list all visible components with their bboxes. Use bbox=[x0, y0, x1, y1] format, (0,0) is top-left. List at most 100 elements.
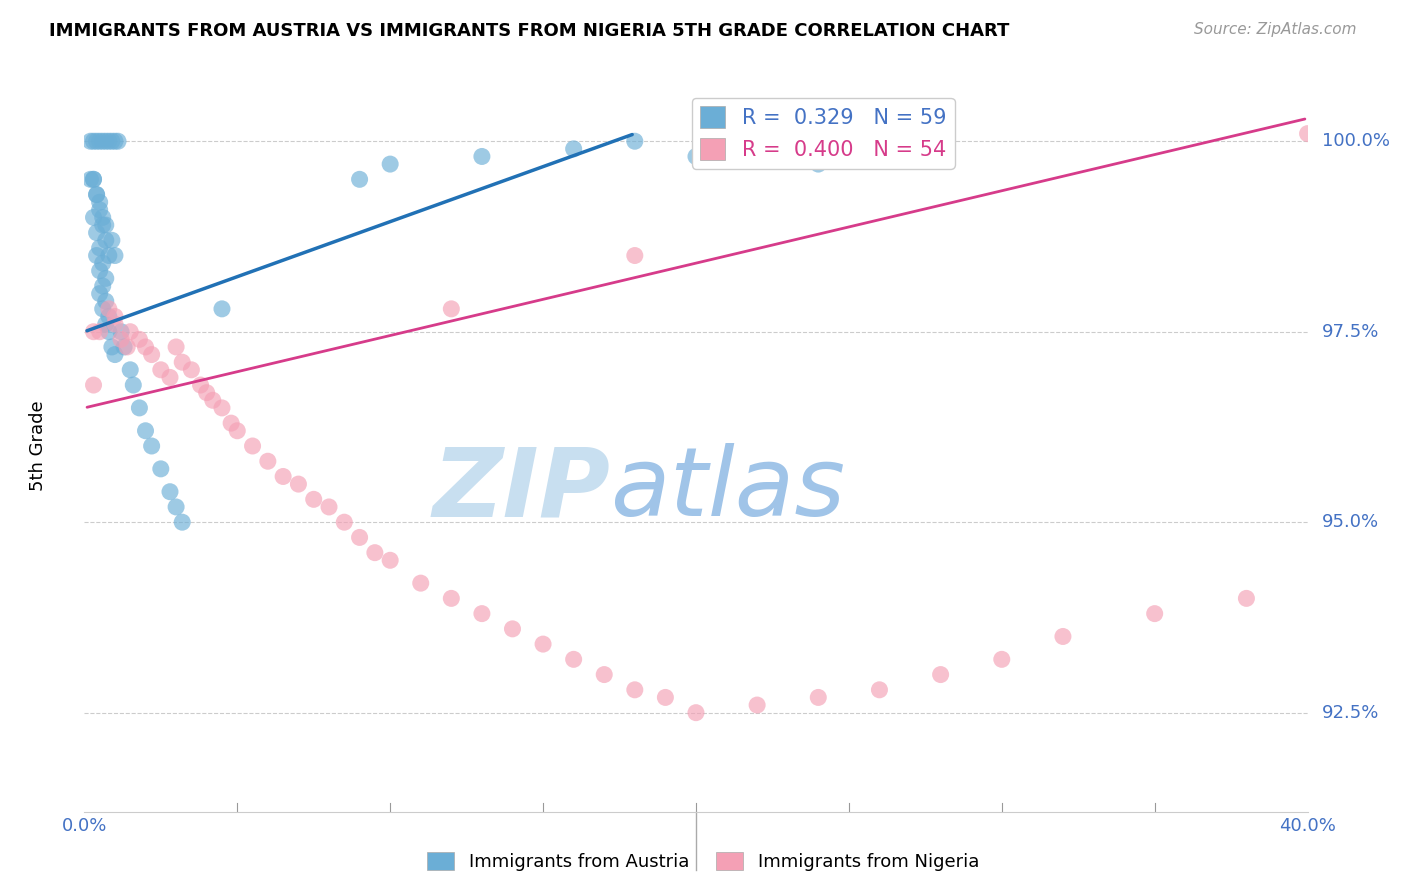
Point bbox=[101, 233, 124, 247]
Point bbox=[242, 439, 264, 453]
Point bbox=[380, 553, 402, 567]
Point bbox=[94, 233, 117, 247]
Point bbox=[94, 317, 117, 331]
Point bbox=[94, 271, 117, 285]
Point bbox=[165, 340, 187, 354]
Point bbox=[128, 332, 150, 346]
Point bbox=[929, 667, 952, 681]
Point bbox=[364, 546, 387, 560]
Point bbox=[991, 652, 1014, 666]
Point bbox=[471, 607, 494, 621]
Point bbox=[83, 211, 105, 225]
Point bbox=[91, 218, 114, 232]
Point bbox=[502, 622, 524, 636]
Point bbox=[122, 378, 145, 392]
Point bbox=[89, 264, 111, 278]
Point bbox=[593, 667, 616, 681]
Point bbox=[86, 248, 108, 262]
Point bbox=[531, 637, 554, 651]
Point bbox=[685, 706, 707, 720]
Text: 100.0%: 100.0% bbox=[1322, 132, 1391, 150]
Legend: Immigrants from Austria, Immigrants from Nigeria: Immigrants from Austria, Immigrants from… bbox=[420, 845, 986, 879]
Point bbox=[562, 142, 585, 156]
Point bbox=[83, 172, 105, 186]
Point bbox=[219, 416, 242, 430]
Point bbox=[128, 401, 150, 415]
Point bbox=[104, 134, 127, 148]
Text: IMMIGRANTS FROM AUSTRIA VS IMMIGRANTS FROM NIGERIA 5TH GRADE CORRELATION CHART: IMMIGRANTS FROM AUSTRIA VS IMMIGRANTS FR… bbox=[49, 22, 1010, 40]
Point bbox=[211, 401, 233, 415]
Point bbox=[91, 279, 114, 293]
Point bbox=[89, 325, 111, 339]
Point bbox=[97, 325, 120, 339]
Point bbox=[302, 492, 325, 507]
Point bbox=[112, 340, 135, 354]
Point bbox=[120, 325, 142, 339]
Point bbox=[83, 134, 105, 148]
Point bbox=[349, 531, 371, 545]
Point bbox=[104, 310, 127, 324]
Point bbox=[190, 378, 212, 392]
Point bbox=[159, 370, 181, 384]
Point bbox=[271, 469, 294, 483]
Point bbox=[89, 195, 111, 210]
Point bbox=[91, 134, 114, 148]
Point bbox=[104, 248, 127, 262]
Point bbox=[211, 301, 233, 316]
Point bbox=[1143, 607, 1166, 621]
Point bbox=[380, 157, 402, 171]
Point bbox=[120, 363, 142, 377]
Point bbox=[104, 347, 127, 361]
Point bbox=[97, 301, 120, 316]
Text: atlas: atlas bbox=[610, 443, 845, 536]
Point bbox=[135, 340, 157, 354]
Point bbox=[89, 202, 111, 217]
Point bbox=[86, 226, 108, 240]
Point bbox=[91, 256, 114, 270]
Point bbox=[141, 347, 163, 361]
Point bbox=[172, 355, 194, 369]
Point bbox=[807, 690, 830, 705]
Point bbox=[91, 301, 114, 316]
Point bbox=[101, 340, 124, 354]
Text: Source: ZipAtlas.com: Source: ZipAtlas.com bbox=[1194, 22, 1357, 37]
Point bbox=[624, 134, 647, 148]
Point bbox=[94, 294, 117, 309]
Point bbox=[107, 134, 129, 148]
Point bbox=[807, 157, 830, 171]
Point bbox=[333, 515, 356, 529]
Text: 5th Grade: 5th Grade bbox=[30, 401, 46, 491]
Point bbox=[624, 682, 647, 697]
Point bbox=[195, 385, 218, 400]
Point bbox=[440, 591, 463, 606]
Text: ZIP: ZIP bbox=[433, 443, 610, 536]
Point bbox=[83, 325, 105, 339]
Point bbox=[149, 363, 172, 377]
Point bbox=[257, 454, 280, 468]
Point bbox=[149, 462, 172, 476]
Point bbox=[869, 682, 891, 697]
Point bbox=[91, 211, 114, 225]
Point bbox=[471, 149, 494, 163]
Point bbox=[226, 424, 249, 438]
Point bbox=[110, 332, 132, 346]
Point bbox=[1296, 127, 1319, 141]
Point bbox=[83, 378, 105, 392]
Point bbox=[159, 484, 181, 499]
Point bbox=[747, 698, 769, 712]
Point bbox=[89, 134, 111, 148]
Point bbox=[86, 187, 108, 202]
Point bbox=[141, 439, 163, 453]
Point bbox=[135, 424, 157, 438]
Point bbox=[624, 248, 647, 262]
Point bbox=[180, 363, 202, 377]
Point bbox=[201, 393, 224, 408]
Point bbox=[409, 576, 432, 591]
Text: 92.5%: 92.5% bbox=[1322, 704, 1379, 722]
Point bbox=[1052, 630, 1074, 644]
Point bbox=[97, 134, 120, 148]
Point bbox=[79, 134, 101, 148]
Point bbox=[97, 248, 120, 262]
Point bbox=[318, 500, 340, 514]
Point bbox=[654, 690, 676, 705]
